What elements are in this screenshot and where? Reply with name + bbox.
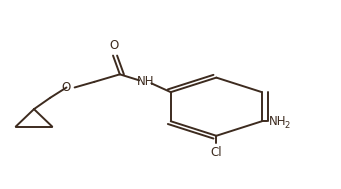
Text: NH: NH <box>269 115 286 128</box>
Text: 2: 2 <box>285 121 290 130</box>
Text: NH: NH <box>136 75 154 88</box>
Text: Cl: Cl <box>210 146 222 159</box>
Text: O: O <box>109 39 118 52</box>
Text: O: O <box>61 81 71 94</box>
